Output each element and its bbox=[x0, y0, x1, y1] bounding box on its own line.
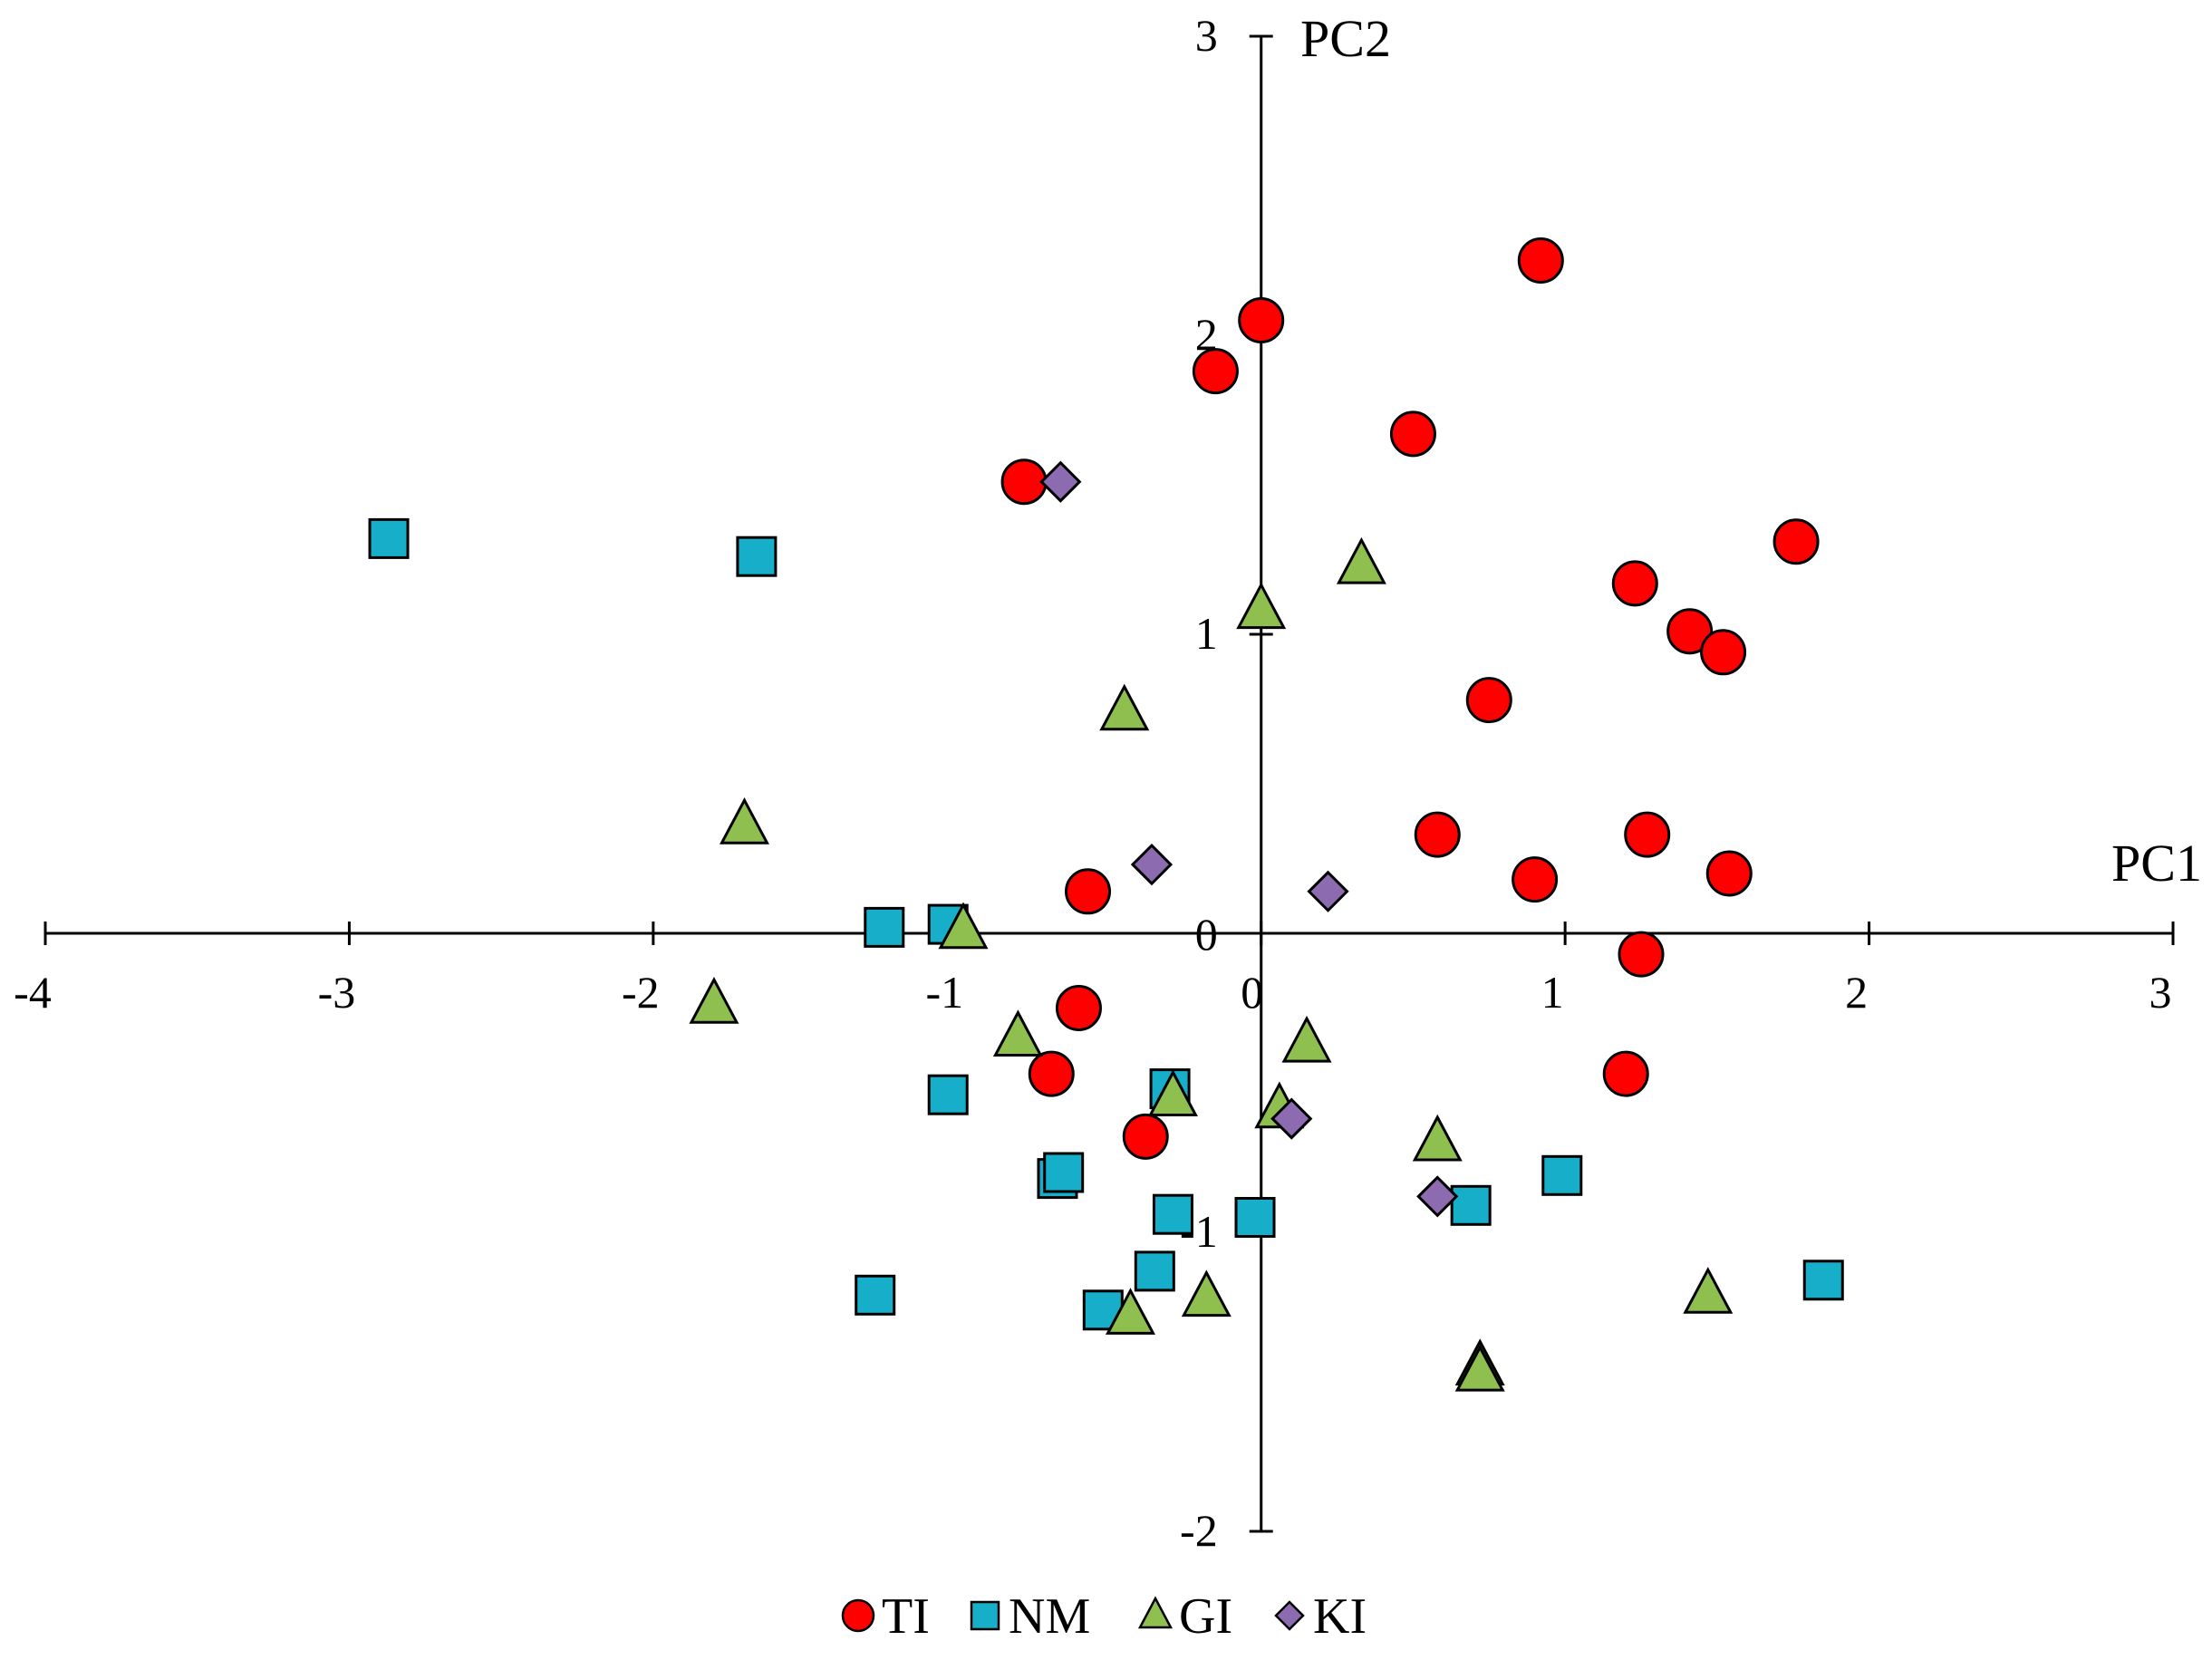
data-point-ti bbox=[1192, 348, 1239, 395]
legend-marker-nm bbox=[970, 1600, 1000, 1631]
data-point-ti bbox=[1602, 1050, 1649, 1097]
data-point-nm bbox=[864, 906, 905, 948]
x-tick-label: -1 bbox=[925, 967, 963, 1018]
legend-marker-ti bbox=[841, 1598, 875, 1633]
data-point-ti bbox=[1517, 237, 1564, 284]
x-tick-label: 1 bbox=[1541, 967, 1564, 1018]
legend-label-nm: NM bbox=[1009, 1588, 1090, 1645]
data-point-nm bbox=[1802, 1259, 1844, 1301]
data-point-ki bbox=[1130, 843, 1174, 886]
data-point-gi bbox=[1147, 1069, 1198, 1116]
data-point-nm bbox=[1043, 1152, 1085, 1193]
x-axis-title: PC1 bbox=[2111, 834, 2202, 893]
data-point-ti bbox=[1512, 856, 1559, 903]
legend-marker-ki bbox=[1274, 1600, 1305, 1631]
data-point-ti bbox=[1028, 1050, 1075, 1097]
data-point-ti bbox=[1000, 458, 1048, 506]
data-point-nm bbox=[368, 517, 410, 559]
data-point-nm bbox=[1234, 1197, 1276, 1238]
x-tick-label: 2 bbox=[1845, 967, 1868, 1018]
data-point-nm bbox=[1134, 1250, 1175, 1292]
data-point-gi bbox=[1236, 582, 1287, 630]
x-tick-label: -4 bbox=[14, 967, 52, 1018]
data-point-gi bbox=[1281, 1015, 1332, 1063]
y-tick-label: 1 bbox=[1195, 608, 1218, 659]
x-tick-label: 0 bbox=[1241, 967, 1263, 1018]
y-tick-label: 3 bbox=[1195, 10, 1218, 61]
y-axis-title: PC2 bbox=[1300, 9, 1391, 68]
data-point-ti bbox=[1389, 410, 1436, 458]
data-point-ti bbox=[1414, 811, 1461, 858]
data-point-ti bbox=[1065, 868, 1112, 915]
x-tick-label: -2 bbox=[622, 967, 660, 1018]
data-point-gi bbox=[992, 1009, 1043, 1057]
legend-label-ti: TI bbox=[882, 1588, 930, 1645]
data-point-gi bbox=[938, 902, 989, 950]
data-point-gi bbox=[1099, 683, 1150, 731]
data-point-gi bbox=[1412, 1114, 1463, 1162]
data-point-gi bbox=[1683, 1267, 1734, 1314]
legend: TI NM GI KI bbox=[841, 1588, 1367, 1645]
data-point-ti bbox=[1611, 560, 1658, 607]
data-point-nm bbox=[927, 1074, 969, 1115]
data-point-gi bbox=[689, 977, 739, 1024]
x-tick-label: 3 bbox=[2149, 967, 2172, 1018]
data-point-ti bbox=[1772, 518, 1820, 565]
data-point-ti bbox=[1122, 1113, 1169, 1160]
data-point-nm bbox=[1450, 1184, 1492, 1226]
data-point-ki bbox=[1307, 870, 1349, 912]
x-tick-label: -3 bbox=[318, 967, 356, 1018]
data-point-nm bbox=[855, 1274, 896, 1316]
data-point-ti bbox=[1465, 677, 1512, 724]
data-point-ti bbox=[1618, 931, 1665, 978]
data-point-ki bbox=[1416, 1175, 1459, 1218]
legend-marker-gi bbox=[1137, 1596, 1174, 1629]
data-point-ki bbox=[1039, 460, 1082, 503]
y-tick-label: 0 bbox=[1195, 909, 1218, 960]
data-point-nm bbox=[1152, 1193, 1193, 1235]
data-point-gi bbox=[1181, 1269, 1232, 1317]
data-point-ti bbox=[1700, 629, 1747, 676]
data-point-ti bbox=[1238, 297, 1285, 343]
data-point-gi bbox=[719, 797, 769, 844]
legend-label-gi: GI bbox=[1179, 1588, 1232, 1645]
data-point-gi bbox=[1105, 1288, 1155, 1335]
data-points bbox=[368, 237, 1844, 1392]
legend-label-ki: KI bbox=[1313, 1588, 1367, 1645]
data-point-nm bbox=[736, 536, 778, 577]
data-point-ti bbox=[1055, 985, 1102, 1031]
data-point-ti bbox=[1705, 850, 1753, 897]
data-point-ki bbox=[1270, 1097, 1313, 1140]
data-point-gi bbox=[1336, 536, 1386, 584]
data-point-ti bbox=[1666, 608, 1714, 655]
data-point-gi bbox=[1454, 1344, 1505, 1392]
y-tick-label: -2 bbox=[1180, 1505, 1218, 1556]
data-point-ti bbox=[1624, 811, 1671, 858]
data-point-nm bbox=[1541, 1154, 1583, 1196]
